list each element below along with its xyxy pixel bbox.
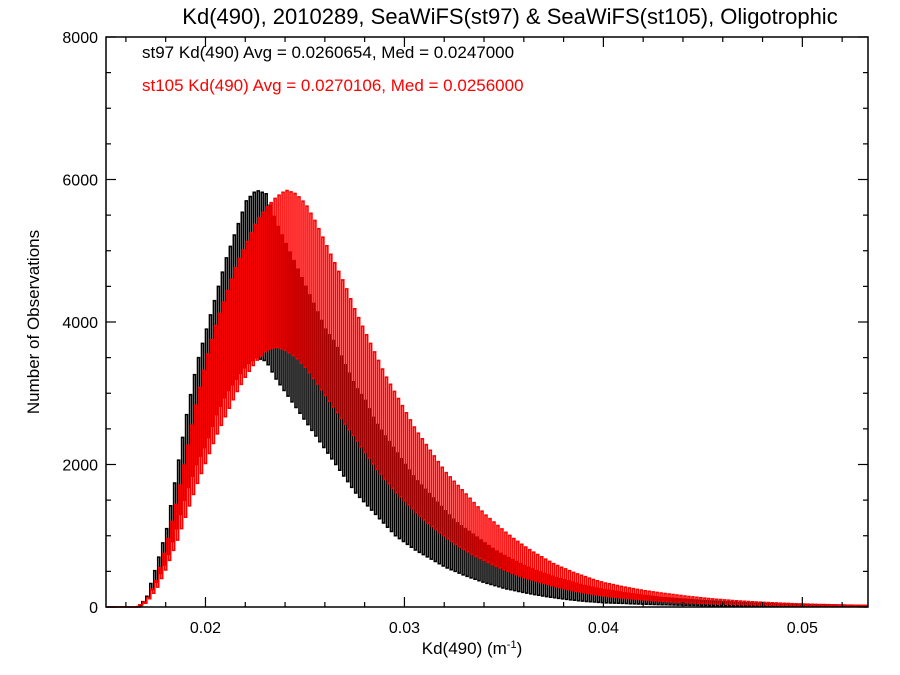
annotation-st105: st105 Kd(490) Avg = 0.0270106, Med = 0.0… (142, 76, 524, 95)
series-1-histogram (106, 189, 868, 608)
y-tick-label: 2000 (62, 458, 98, 475)
x-tick-label: 0.02 (190, 620, 221, 637)
y-axis-label: Number of Observations (24, 230, 43, 414)
x-axis-label: Kd(490) (m-1) (422, 639, 522, 658)
x-axis-label-main: Kd(490) (m (422, 639, 507, 658)
x-tick-label: 0.04 (588, 620, 619, 637)
x-tick-label: 0.03 (389, 620, 420, 637)
y-tick-label: 4000 (62, 315, 98, 332)
x-tick-label: 0.05 (787, 620, 818, 637)
x-axis-label-end: ) (517, 639, 523, 658)
annotation-st97: st97 Kd(490) Avg = 0.0260654, Med = 0.02… (142, 43, 514, 62)
chart-title: Kd(490), 2010289, SeaWiFS(st97) & SeaWiF… (182, 4, 837, 29)
plot-layer (106, 189, 868, 608)
y-tick-label: 0 (89, 600, 98, 617)
ticks-layer: 0.02 0.03 0.04 0.05 0 2000 4000 6000 8000 (62, 30, 868, 637)
y-tick-label: 6000 (62, 173, 98, 190)
x-axis-label-superscript: -1 (507, 639, 517, 651)
y-tick-label: 8000 (62, 30, 98, 47)
